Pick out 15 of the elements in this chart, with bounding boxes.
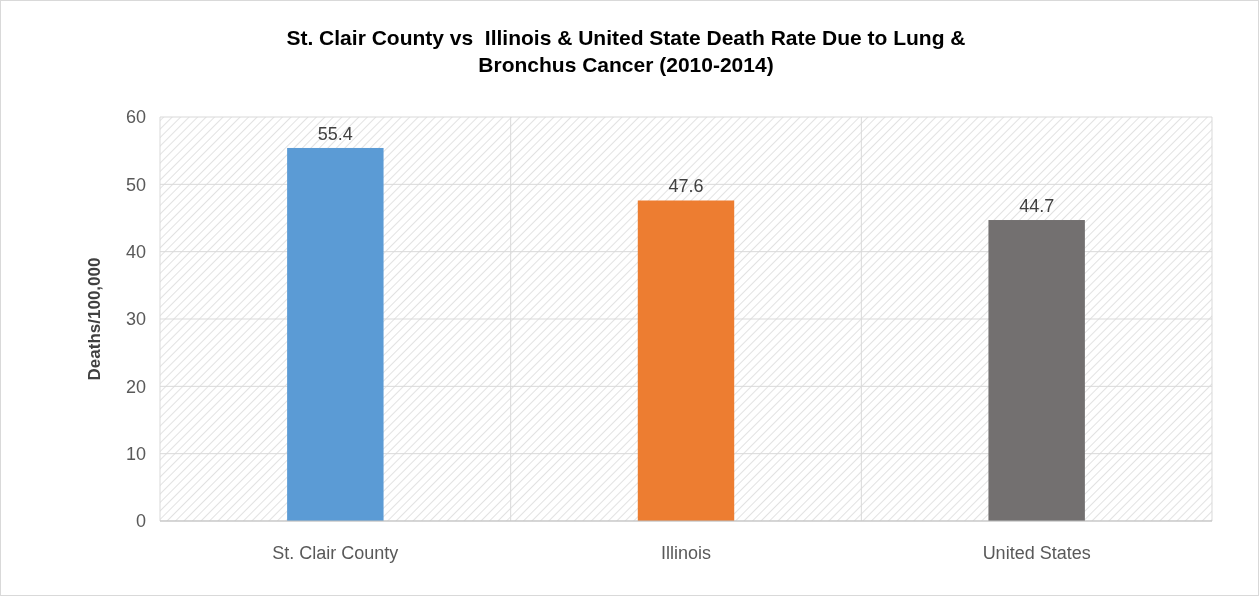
y-tick-label: 10 — [125, 443, 146, 464]
y-tick-label: 30 — [125, 309, 146, 330]
y-tick-label: 50 — [125, 174, 146, 195]
y-tick-label: 40 — [125, 241, 146, 262]
y-axis-title: Deaths/100,000 — [85, 257, 104, 381]
data-label: 44.7 — [1019, 196, 1055, 217]
chart-title: St. Clair County vs Illinois & United State Death Rate Due to Lung & Bronchus Cancer (2010-2014) — [286, 26, 966, 76]
y-tick-label: 0 — [135, 511, 146, 532]
y-tick-label: 20 — [125, 376, 146, 397]
x-tick-label: Illinois — [660, 543, 712, 563]
y-tick-label: 60 — [125, 107, 146, 128]
x-tick-label: United States — [982, 543, 1091, 563]
x-tick-label: St. Clair County — [272, 543, 399, 563]
data-label: 47.6 — [668, 176, 704, 197]
data-label: 55.4 — [317, 123, 353, 144]
